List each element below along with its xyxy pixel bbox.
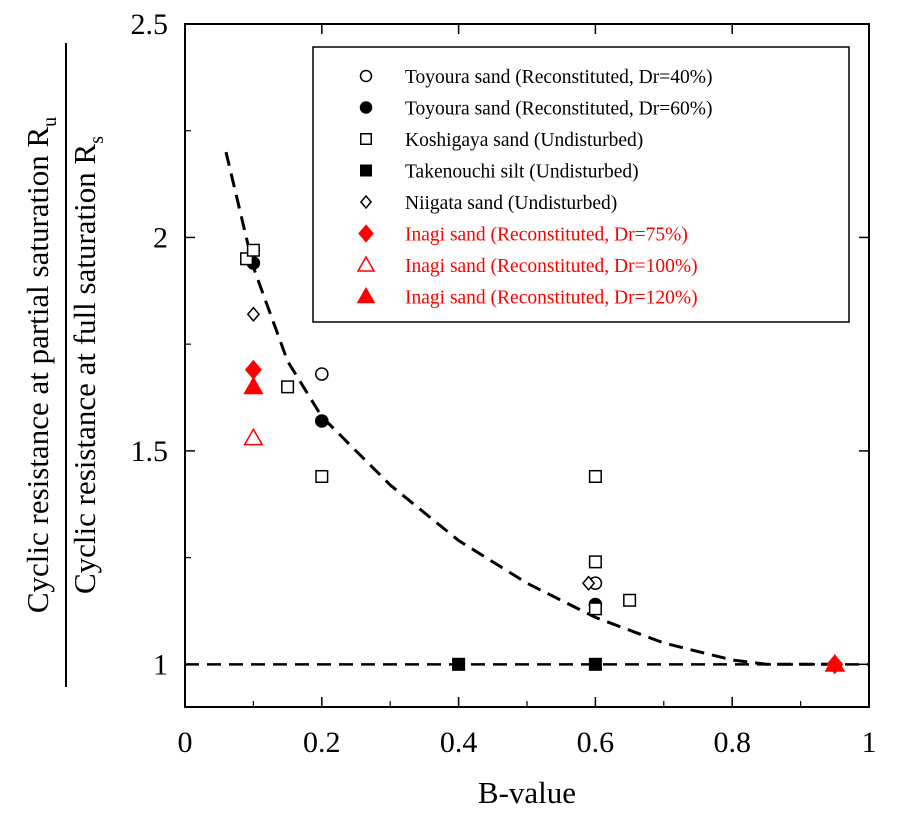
legend-label-4: Takenouchi silt (Undisturbed) — [405, 162, 639, 183]
legend-marker-6 — [358, 224, 374, 243]
legend-marker-3 — [360, 133, 372, 145]
legend-label-7: Inagi sand (Reconstituted, Dr=100%) — [405, 256, 698, 277]
reference-lines — [185, 151, 869, 666]
legend-marker-5 — [359, 194, 373, 210]
legend-label-6: Inagi sand (Reconstituted, Dr=75%) — [405, 225, 688, 246]
data-point-series-4 — [588, 657, 602, 671]
data-point-series-3 — [588, 469, 602, 484]
x-tick-label: 0.6 — [577, 726, 615, 759]
y-axis-numerator-subscript: u — [39, 117, 61, 127]
data-point-series-2 — [315, 414, 329, 428]
y-axis-numerator-text: Cyclic resistance at partial saturation … — [20, 126, 55, 613]
data-point-series-4 — [452, 657, 466, 671]
data-point-series-8 — [824, 654, 845, 672]
legend-marker-2 — [359, 101, 373, 114]
y-tick-label: 1 — [153, 648, 168, 681]
legend-items: Toyoura sand (Reconstituted, Dr=40%) Toyo… — [356, 67, 712, 309]
data-point-series-3 — [240, 252, 254, 266]
legend-marker-1 — [359, 69, 373, 83]
data-point-series-5 — [581, 575, 596, 591]
y-axis-title: Cyclic resistance at partial saturation … — [20, 43, 108, 687]
data-points — [240, 243, 845, 675]
legend: Toyoura sand (Reconstituted, Dr=40%) Toyo… — [312, 46, 850, 323]
data-point-series-5 — [246, 306, 260, 323]
data-point-series-3 — [623, 593, 637, 607]
data-point-series-7 — [243, 427, 264, 446]
y-tick-label: 2.5 — [131, 8, 169, 41]
y-tick-label: 2 — [153, 221, 168, 254]
fitted-curve — [224, 151, 835, 666]
tick-labels: 0 0.2 0.4 0.6 0.8 1 1 1.5 2 2.5 — [131, 8, 877, 759]
data-point-series-3 — [588, 555, 602, 569]
legend-label-8: Inagi sand (Reconstituted, Dr=120%) — [405, 288, 698, 309]
data-point-series-6 — [244, 359, 262, 380]
y-axis-title-denominator: Cyclic resistance at full saturation Rs — [67, 136, 108, 594]
legend-marker-4 — [360, 164, 372, 177]
axis-ticks — [184, 23, 870, 707]
legend-label-2: Toyoura sand (Reconstituted, Dr=60%) — [405, 99, 712, 120]
x-tick-label: 0.8 — [713, 726, 751, 759]
data-point-series-3 — [588, 602, 602, 616]
x-tick-label: 0.4 — [440, 726, 478, 759]
data-point-series-8 — [243, 376, 264, 395]
data-point-series-3 — [246, 243, 260, 257]
legend-label-1: Toyoura sand (Reconstituted, Dr=40%) — [405, 67, 712, 88]
x-tick-label: 0.2 — [303, 726, 341, 759]
y-axis-title-numerator: Cyclic resistance at partial saturation … — [20, 117, 61, 613]
data-point-series-3 — [281, 380, 295, 394]
legend-label-3: Koshigaya sand (Undisturbed) — [405, 130, 643, 151]
data-point-series-3 — [315, 469, 329, 484]
legend-label-5: Niigata sand (Undisturbed) — [405, 193, 617, 214]
y-axis-denominator-subscript: s — [86, 136, 108, 144]
data-point-series-1 — [315, 367, 329, 381]
legend-marker-7 — [356, 255, 376, 272]
x-tick-label: 0 — [178, 726, 193, 759]
x-axis-title: B-value — [478, 775, 576, 810]
legend-box — [312, 46, 850, 323]
legend-marker-8 — [356, 286, 376, 304]
x-tick-label: 1 — [862, 726, 877, 759]
y-axis-denominator-text: Cyclic resistance at full saturation R — [67, 143, 102, 594]
y-tick-label: 1.5 — [131, 435, 169, 468]
